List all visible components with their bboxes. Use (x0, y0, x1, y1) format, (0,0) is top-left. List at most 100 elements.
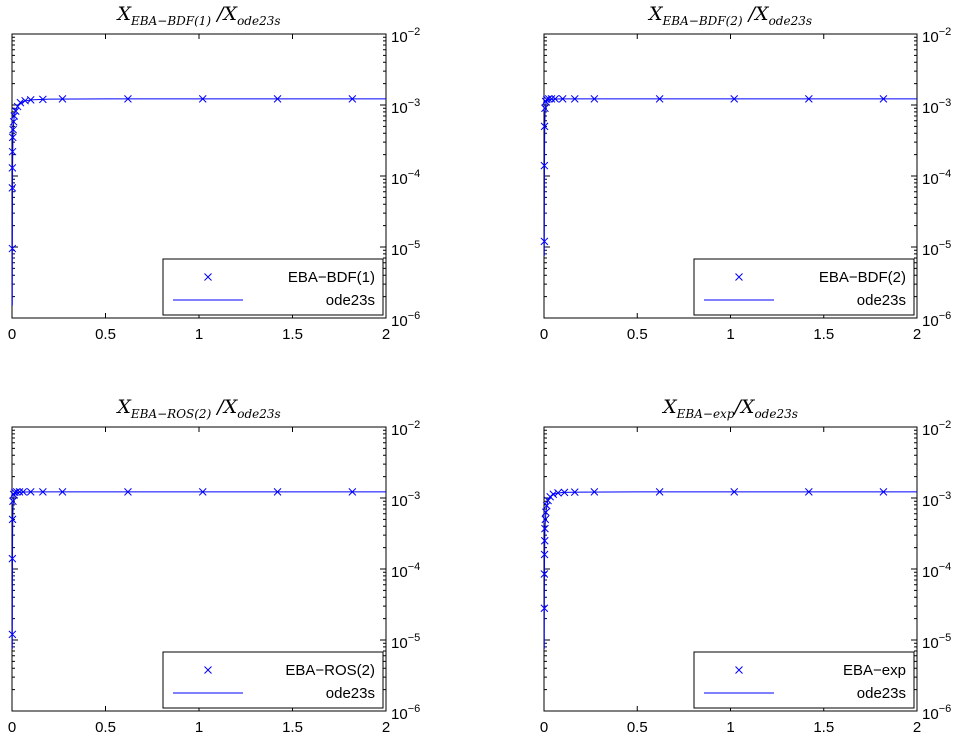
y-tick-exponent: −5 (408, 632, 421, 644)
legend-box (162, 258, 384, 316)
y-tick-label: 10−5 (922, 632, 951, 652)
x-tick-label: 1.5 (813, 326, 834, 343)
y-tick-label: 10−6 (391, 703, 420, 723)
title-part-sub2: ode23s (237, 407, 280, 421)
chart-panel-1: 0 0.5 1 1.5 210−610−510−410−310−2XEBA−BDF(1)… (8, 3, 420, 343)
title-part-mid: /X (211, 3, 238, 25)
title-part-sub: EBA−ROS(2) (130, 407, 212, 421)
series-line-ode23s (11, 98, 386, 306)
legend-marker-symbol (735, 273, 743, 281)
y-tick-label: 10−5 (391, 239, 420, 259)
title-part-mid: /X (743, 3, 770, 25)
x-tick-label: 2 (913, 719, 921, 736)
y-tick-base: 10 (922, 313, 939, 330)
y-tick-exponent: −3 (939, 97, 952, 109)
legend-label: ode23s (326, 685, 375, 702)
legend-label: EBA−BDF(1) (288, 269, 375, 286)
series-line-ode23s (543, 98, 917, 256)
y-tick-label: 10−6 (391, 310, 420, 330)
legend: EBA−BDF(1) ode23s (162, 258, 384, 316)
y-tick-base: 10 (922, 29, 939, 46)
y-tick-label: 10−6 (922, 310, 951, 330)
chart-panel-3: 0 0.5 1 1.5 210−610−510−410−310−2XEBA−ROS(2)… (8, 396, 420, 736)
y-tick-base: 10 (391, 242, 408, 259)
x-tick-label: 0.5 (95, 326, 116, 343)
x-tick-label: 0.5 (95, 719, 116, 736)
x-tick-label: 1.5 (813, 719, 834, 736)
legend-label: EBA−ROS(2) (285, 662, 375, 679)
y-tick-base: 10 (922, 493, 939, 510)
legend-label: EBA−BDF(2) (819, 269, 906, 286)
y-tick-exponent: −2 (408, 26, 421, 38)
legend-marker-symbol (204, 273, 212, 281)
legend-label: EBA−exp (843, 662, 906, 679)
y-tick-exponent: −2 (939, 419, 952, 431)
title-part-mid: /X (733, 396, 756, 418)
y-tick-exponent: −6 (939, 310, 952, 322)
y-tick-label: 10−2 (391, 419, 420, 439)
series-marker (9, 497, 17, 506)
y-tick-base: 10 (391, 313, 408, 330)
legend-box (693, 651, 915, 709)
y-tick-exponent: −6 (408, 703, 421, 715)
y-tick-label: 10−4 (922, 168, 951, 188)
title-part-main: X (115, 396, 132, 418)
series-marker (544, 95, 553, 103)
series-line-ode23s (543, 491, 917, 649)
series-marker (541, 104, 549, 113)
y-tick-base: 10 (922, 242, 939, 259)
y-tick-label: 10−4 (391, 561, 420, 581)
title-part-sub2: ode23s (754, 407, 797, 421)
y-tick-label: 10−4 (922, 561, 951, 581)
y-tick-exponent: −5 (939, 239, 952, 251)
title-part-sub: EBA−exp (676, 407, 735, 421)
y-tick-label: 10−3 (922, 490, 951, 510)
legend-label: ode23s (326, 292, 375, 309)
title-part-main: X (647, 3, 664, 25)
title-part-sub: EBA−BDF(1) (130, 14, 211, 28)
y-tick-exponent: −4 (939, 561, 952, 573)
series-line-ode23s (11, 491, 386, 649)
x-tick-label: 2 (382, 326, 390, 343)
y-tick-exponent: −3 (408, 490, 421, 502)
y-tick-label: 10−3 (922, 97, 951, 117)
chart-panel-2: 0 0.5 1 1.5 210−610−510−410−310−2XEBA−BDF(2)… (540, 3, 951, 343)
y-tick-exponent: −4 (408, 561, 421, 573)
y-tick-label: 10−3 (391, 490, 420, 510)
legend-label: ode23s (857, 292, 906, 309)
series-marker (12, 488, 21, 496)
x-tick-label: 0 (8, 326, 16, 343)
y-tick-exponent: −2 (939, 26, 952, 38)
y-tick-base: 10 (391, 564, 408, 581)
y-tick-base: 10 (391, 635, 408, 652)
y-tick-label: 10−5 (391, 632, 420, 652)
x-tick-label: 0.5 (627, 326, 648, 343)
y-tick-base: 10 (922, 171, 939, 188)
y-tick-base: 10 (391, 493, 408, 510)
y-tick-label: 10−6 (922, 703, 951, 723)
title-part-mid: /X (211, 396, 238, 418)
y-tick-base: 10 (391, 171, 408, 188)
chart-panel-4: 0 0.5 1 1.5 210−610−510−410−310−2XEBA−exp/Xo… (540, 396, 951, 736)
x-tick-label: 1 (726, 719, 734, 736)
y-tick-exponent: −3 (408, 97, 421, 109)
y-tick-exponent: −6 (939, 703, 952, 715)
title-part-main: X (661, 396, 678, 418)
legend-box (162, 651, 384, 709)
y-tick-base: 10 (922, 706, 939, 723)
legend-label: ode23s (857, 685, 906, 702)
x-tick-label: 1 (195, 719, 203, 736)
title-part-sub2: ode23s (769, 14, 812, 28)
title-part-main: X (116, 3, 133, 25)
y-tick-base: 10 (922, 635, 939, 652)
x-tick-label: 1.5 (282, 326, 303, 343)
legend: EBA−BDF(2) ode23s (693, 258, 915, 316)
x-tick-label: 2 (913, 326, 921, 343)
y-tick-label: 10−5 (922, 239, 951, 259)
title-part-sub: EBA−BDF(2) (662, 14, 743, 28)
legend-marker-symbol (735, 666, 743, 674)
legend: EBA−ROS(2) ode23s (162, 651, 384, 709)
y-tick-base: 10 (391, 29, 408, 46)
x-tick-label: 2 (382, 719, 390, 736)
